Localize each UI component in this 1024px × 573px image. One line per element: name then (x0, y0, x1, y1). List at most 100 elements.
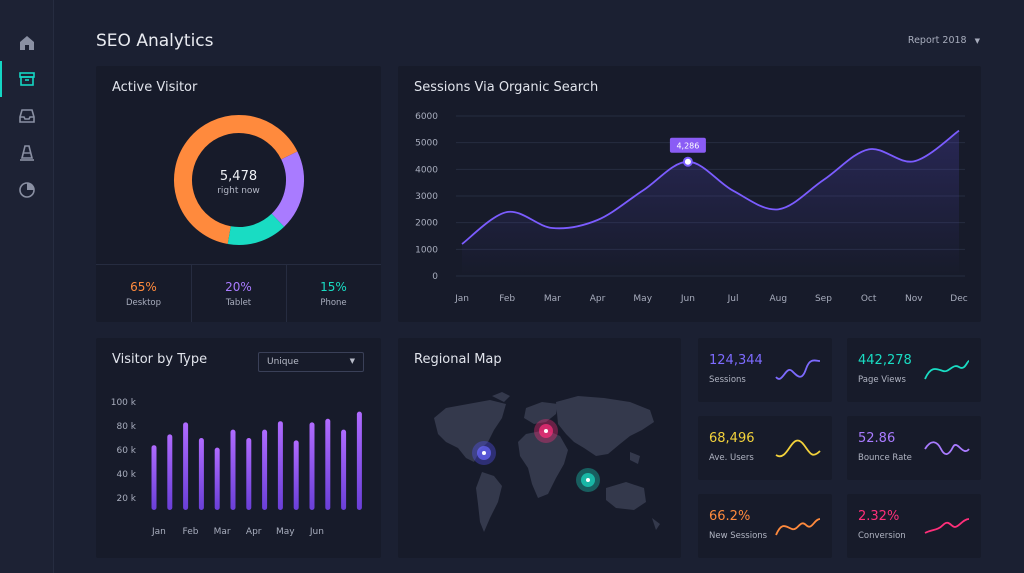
sidebar-item-archive[interactable] (0, 61, 54, 97)
x-tick-label: Apr (246, 527, 262, 537)
page-title: SEO Analytics (96, 31, 214, 51)
stat-card-conversion[interactable]: 2.32% Conversion (847, 494, 981, 558)
stat-card-page-views[interactable]: 442,278 Page Views (847, 338, 981, 402)
legend-tablet: 20% Tablet (225, 280, 252, 308)
bar[interactable] (293, 440, 299, 510)
active-visitor-count: 5,478 (219, 169, 258, 184)
map-marker-asia (576, 468, 600, 492)
bar[interactable] (325, 418, 331, 510)
x-tick-label: Mar (544, 294, 561, 304)
stat-card-ave-users[interactable]: 68,496 Ave. Users (698, 416, 832, 480)
map-north-america (434, 400, 506, 462)
card-title: Active Visitor (112, 80, 198, 95)
y-tick-label: 20 k (116, 494, 136, 504)
map-asia (556, 396, 654, 456)
main-content: SEO Analytics Report 2018 ▼ Active Visit… (54, 0, 1024, 573)
x-tick-label: Jan (151, 527, 166, 537)
bar[interactable] (246, 438, 252, 510)
visitor-type-card: Visitor by Type Unique ▼ 100 k 80 k 60 k 40… (96, 338, 381, 558)
bar[interactable] (214, 447, 220, 510)
x-tick-label: Jun (680, 294, 695, 304)
stat-label: New Sessions (709, 531, 768, 541)
card-title: Visitor by Type (112, 352, 208, 367)
bar[interactable] (183, 422, 189, 510)
stat-label: Sessions (709, 375, 746, 385)
donut-slice-tablet[interactable] (271, 151, 304, 227)
y-tick-label: 0 (432, 272, 438, 282)
sidebar-item-home[interactable] (0, 25, 54, 61)
sparkline (924, 360, 970, 380)
map-marker-europe (534, 419, 558, 443)
donut-chart (174, 115, 304, 245)
bar[interactable] (262, 429, 268, 510)
sessions-line-chart: 6000 5000 4000 3000 2000 1000 0 Jan Feb Mar Apr May… (415, 112, 968, 304)
map-australia (606, 482, 646, 510)
x-tick-label: Apr (590, 294, 606, 304)
y-tick-label: 1000 (415, 245, 438, 255)
sidebar-item-inbox[interactable] (0, 98, 54, 134)
regional-map-card: Regional Map (398, 338, 681, 558)
stat-card-sessions[interactable]: 124,344 Sessions (698, 338, 832, 402)
tooltip-value: 4,286 (676, 142, 699, 151)
card-title: Regional Map (414, 352, 502, 367)
x-tick-label: Feb (499, 294, 515, 304)
x-tick-label: Jan (454, 294, 469, 304)
sessions-area (462, 130, 959, 276)
bar[interactable] (356, 411, 362, 510)
stat-value: 2.32% (858, 509, 900, 524)
y-tick-label: 5000 (415, 139, 438, 149)
inbox-icon (19, 109, 35, 123)
map-europe (524, 402, 558, 424)
home-icon (20, 36, 34, 50)
stat-value: 66.2% (709, 509, 751, 524)
x-tick-label: Nov (905, 294, 923, 304)
stat-card-bounce-rate[interactable]: 52.86 Bounce Rate (847, 416, 981, 480)
bar[interactable] (341, 429, 347, 510)
x-tick-label: Jul (727, 294, 739, 304)
stat-value: 124,344 (709, 353, 763, 368)
active-visitor-card: Active Visitor 5,478 right now 65% Deskt… (96, 66, 381, 322)
x-tick-label: Oct (861, 294, 877, 304)
x-tick-label: Sep (815, 294, 832, 304)
archive-icon (19, 72, 35, 86)
x-tick-label: Mar (214, 527, 231, 537)
y-tick-label: 6000 (415, 112, 438, 122)
sidebar-item-traffic[interactable] (0, 135, 54, 171)
cone-icon (20, 145, 34, 161)
sparkline (924, 518, 970, 534)
sidebar-item-reports[interactable] (0, 172, 54, 208)
world-map (434, 392, 660, 532)
data-point-jun[interactable] (682, 156, 693, 167)
y-tick-label: 3000 (415, 192, 438, 202)
map-south-america (476, 472, 502, 532)
y-tick-label: 2000 (415, 219, 438, 229)
pie-chart-icon (19, 182, 35, 198)
map-marker-north-america (472, 441, 496, 465)
bar[interactable] (277, 421, 283, 510)
stat-value: 68,496 (709, 431, 755, 446)
chevron-down-icon: ▼ (974, 36, 980, 45)
chevron-down-icon: ▼ (349, 357, 355, 365)
bar[interactable] (167, 434, 173, 510)
report-dropdown[interactable]: Report 2018 ▼ (908, 35, 980, 46)
bar[interactable] (198, 438, 204, 510)
bar[interactable] (230, 429, 236, 510)
legend-phone: 15% Phone (320, 280, 347, 308)
donut-slice-desktop[interactable] (174, 115, 298, 245)
device-legend: 65% Desktop 20% Tablet 15% Phone (96, 264, 381, 322)
bar[interactable] (151, 445, 157, 510)
sessions-card: Sessions Via Organic Search 6000 5000 4000… (398, 66, 981, 322)
stat-card-new-sessions[interactable]: 66.2% New Sessions (698, 494, 832, 558)
active-visitor-sublabel: right now (217, 186, 260, 196)
x-tick-label: Aug (769, 294, 787, 304)
stat-label: Ave. Users (709, 453, 754, 463)
stat-label: Bounce Rate (858, 453, 912, 463)
card-title: Sessions Via Organic Search (414, 80, 599, 95)
visitor-type-select[interactable]: Unique ▼ (258, 352, 364, 372)
donut-slice-phone[interactable] (227, 213, 285, 245)
stat-value: 442,278 (858, 353, 912, 368)
sparkline (775, 518, 821, 536)
x-tick-label: Jun (309, 527, 324, 537)
bar[interactable] (309, 422, 315, 510)
sessions-line (461, 129, 960, 245)
